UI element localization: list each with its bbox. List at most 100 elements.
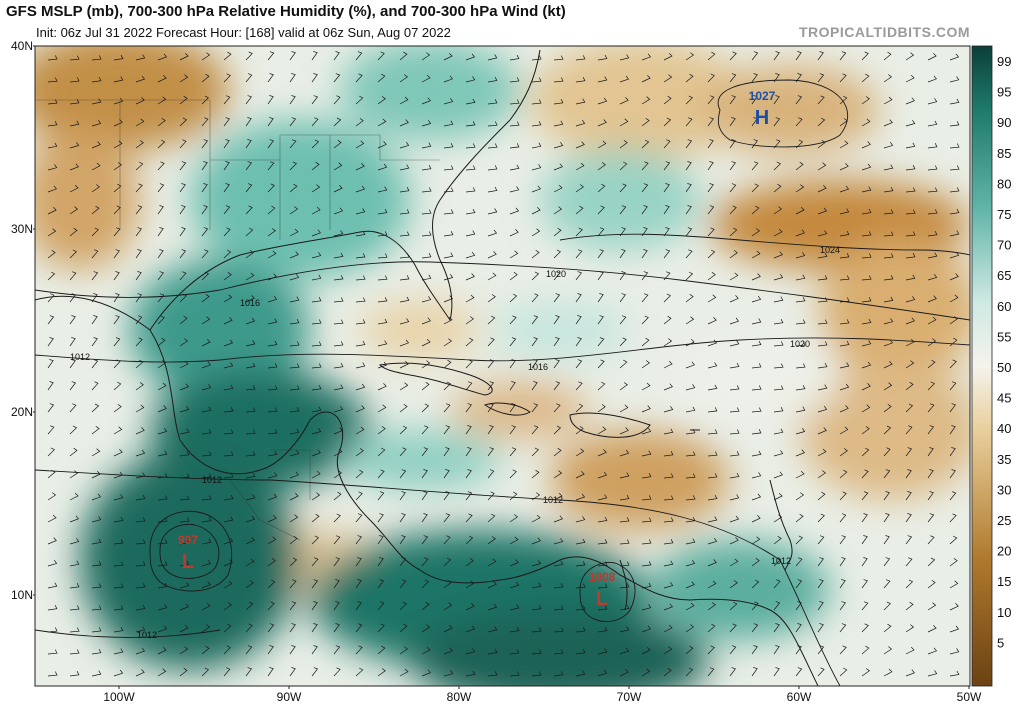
wind-barb bbox=[443, 425, 451, 435]
wind-barb bbox=[817, 230, 828, 237]
wind-barb bbox=[91, 76, 102, 83]
wind-barb bbox=[773, 579, 781, 589]
wind-barb bbox=[333, 601, 340, 611]
wind-barb bbox=[795, 319, 806, 325]
wind-barb bbox=[663, 428, 674, 435]
wind-barb bbox=[575, 55, 586, 61]
wind-barb bbox=[399, 164, 410, 171]
wind-barb bbox=[729, 95, 736, 105]
wind-barb bbox=[619, 75, 630, 83]
wind-barb bbox=[641, 450, 652, 457]
wind-barb bbox=[949, 670, 960, 677]
wind-barb bbox=[421, 209, 432, 215]
wind-barb bbox=[663, 161, 671, 171]
wind-barb bbox=[201, 473, 212, 479]
wind-barb bbox=[927, 143, 938, 149]
wind-barb bbox=[245, 317, 256, 325]
wind-barb bbox=[311, 117, 319, 127]
wind-barb bbox=[179, 451, 190, 457]
wind-barb bbox=[839, 535, 846, 545]
wind-barb bbox=[311, 513, 320, 523]
lon-label: 80W bbox=[447, 690, 472, 704]
wind-barb bbox=[707, 494, 718, 501]
wind-barb bbox=[267, 295, 278, 303]
wind-barb bbox=[773, 273, 784, 281]
wind-barb bbox=[927, 557, 936, 567]
wind-barb bbox=[157, 183, 165, 193]
wind-barb bbox=[795, 470, 805, 479]
wind-barb bbox=[69, 447, 78, 457]
wind-barb bbox=[157, 53, 168, 61]
wind-barb bbox=[641, 75, 651, 83]
wind-barb bbox=[465, 670, 476, 677]
wind-barb bbox=[157, 582, 168, 589]
wind-barb bbox=[575, 162, 585, 171]
wind-barb bbox=[245, 601, 254, 611]
wind-barb bbox=[509, 447, 517, 457]
wind-barb bbox=[663, 646, 673, 655]
wind-barb bbox=[575, 403, 584, 413]
lon-label: 90W bbox=[277, 690, 302, 704]
wind-barb bbox=[597, 605, 608, 611]
wind-barb bbox=[597, 119, 607, 127]
wind-barb bbox=[355, 51, 363, 61]
wind-barb bbox=[817, 579, 824, 589]
wind-barb bbox=[773, 139, 781, 149]
wind-barb bbox=[421, 469, 428, 479]
wind-barb bbox=[465, 513, 473, 523]
wind-barb bbox=[707, 384, 718, 391]
wind-barb bbox=[795, 139, 804, 149]
wind-barb bbox=[223, 362, 234, 369]
wind-barb bbox=[729, 205, 737, 215]
wind-barb bbox=[157, 205, 164, 215]
wind-barb bbox=[245, 51, 253, 61]
wind-barb bbox=[883, 579, 891, 589]
wind-barb bbox=[729, 139, 736, 149]
wind-barb bbox=[575, 381, 583, 391]
wind-barb bbox=[399, 275, 410, 281]
wind-barb bbox=[157, 517, 168, 523]
wind-barb bbox=[795, 274, 806, 281]
wind-barb bbox=[663, 582, 674, 589]
borders bbox=[35, 99, 440, 541]
wind-barb bbox=[619, 517, 630, 523]
wind-barb bbox=[289, 73, 296, 83]
wind-barb bbox=[861, 51, 869, 61]
wind-barb bbox=[883, 469, 891, 479]
wind-barb bbox=[553, 77, 564, 83]
low-pressure-symbol: L bbox=[182, 551, 194, 573]
wind-barb bbox=[355, 469, 364, 479]
wind-barb bbox=[377, 447, 386, 457]
wind-barb bbox=[47, 164, 58, 171]
wind-barb bbox=[509, 250, 519, 259]
wind-barb bbox=[707, 51, 716, 61]
wind-barb bbox=[553, 403, 561, 413]
wind-barb bbox=[839, 208, 850, 215]
wind-barb bbox=[751, 161, 759, 171]
wind-barb bbox=[839, 645, 847, 655]
wind-barb bbox=[553, 315, 560, 325]
wind-barb bbox=[267, 250, 277, 259]
wind-barb bbox=[597, 227, 605, 237]
wind-barb bbox=[861, 491, 869, 501]
wind-barb bbox=[47, 604, 58, 611]
wind-barb bbox=[531, 359, 538, 369]
wind-barb bbox=[509, 626, 520, 633]
wind-barb bbox=[157, 450, 168, 457]
wind-barb bbox=[817, 73, 825, 83]
wind-barb bbox=[949, 165, 960, 171]
wind-barb bbox=[641, 625, 652, 633]
brand-watermark: TROPICALTIDBITS.COM bbox=[798, 24, 970, 40]
wind-barb bbox=[487, 491, 495, 501]
wind-barb bbox=[69, 271, 77, 281]
wind-barb bbox=[69, 77, 80, 83]
wind-barb bbox=[355, 667, 364, 677]
wind-barb bbox=[421, 601, 430, 611]
wind-barb bbox=[311, 252, 322, 259]
wind-barb bbox=[465, 359, 473, 369]
wind-barb bbox=[685, 338, 695, 347]
wind-barb bbox=[487, 76, 498, 83]
wind-barb bbox=[773, 407, 784, 413]
lat-label: 10N bbox=[11, 588, 33, 602]
wind-barb bbox=[47, 492, 57, 501]
